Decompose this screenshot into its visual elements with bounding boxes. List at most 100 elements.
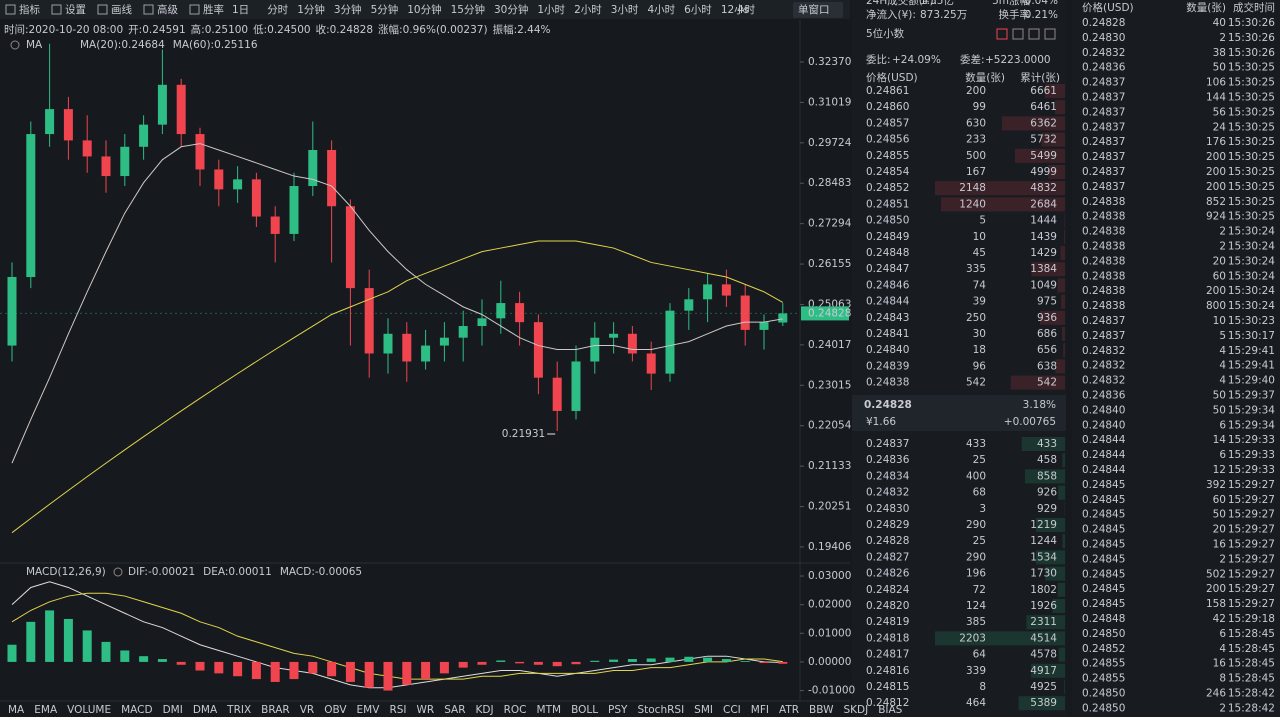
tool-button[interactable]: 画线 [111,3,132,16]
book-price[interactable]: 0.24815 [866,681,909,693]
trade-qty: 200 [1206,166,1226,178]
tool-button[interactable]: 设置 [65,4,86,16]
tool-icon[interactable] [143,4,154,15]
book-price[interactable]: 0.24844 [866,296,910,308]
interval-button[interactable]: 2小时 [574,4,602,16]
book-price[interactable]: 0.24817 [866,649,909,661]
layout-icon[interactable] [1044,28,1056,40]
window-button-bg[interactable] [793,2,843,18]
legend-settings-icon[interactable] [113,567,123,577]
book-price[interactable]: 0.24851 [866,198,909,210]
indicator-tab[interactable]: BIAS [878,704,902,716]
interval-button[interactable]: 1日 [232,4,249,16]
indicator-tab[interactable]: SKDJ [843,704,868,716]
indicator-tab[interactable]: MTM [537,704,562,716]
book-price[interactable]: 0.24841 [866,328,909,340]
book-price[interactable]: 0.24846 [866,279,910,291]
indicator-tab[interactable]: KDJ [476,704,494,716]
book-qty: 200 [966,85,986,97]
tool-button[interactable]: 指标 [19,3,40,16]
indicator-tab[interactable]: CCI [723,704,741,716]
book-price[interactable]: 0.24848 [866,247,909,259]
interval-button[interactable]: 1小时 [537,4,565,16]
indicator-tab[interactable]: BOLL [571,704,598,716]
indicator-tab[interactable]: DMA [193,704,218,716]
indicator-tab[interactable]: PSY [608,704,628,716]
book-price[interactable]: 0.24839 [866,360,909,372]
legend-settings-icon[interactable] [10,40,20,50]
layout-icon[interactable] [996,28,1008,40]
interval-button[interactable]: 分时 [267,4,288,16]
book-price[interactable]: 0.24819 [866,616,909,628]
indicator-tab[interactable]: StochRSI [637,704,684,716]
book-price[interactable]: 0.24832 [866,487,909,499]
book-price[interactable]: 0.24847 [866,263,909,275]
book-price[interactable]: 0.24830 [866,503,909,515]
book-price[interactable]: 0.24834 [866,470,910,482]
tool-button[interactable]: 胜率 [203,3,224,16]
indicator-tab[interactable]: VOLUME [67,704,111,716]
layout-icon[interactable] [1012,28,1024,40]
book-price[interactable]: 0.24843 [866,312,909,324]
book-price[interactable]: 0.24826 [866,568,910,580]
book-price[interactable]: 0.24827 [866,551,909,563]
indicator-tab[interactable]: OBV [324,704,347,716]
interval-button[interactable]: 15分钟 [451,3,485,16]
layout-icon[interactable] [1028,28,1040,40]
indicator-tab[interactable]: BRAR [261,704,290,716]
indicator-tab[interactable]: DMI [163,704,183,716]
book-price[interactable]: 0.24829 [866,519,909,531]
trade-qty: 60 [1213,494,1226,506]
window-button[interactable]: 单窗口 [798,3,830,16]
indicator-tab[interactable]: RSI [389,704,406,716]
book-price[interactable]: 0.24861 [866,85,909,97]
book-price[interactable]: 0.24820 [866,600,909,612]
indicator-tab[interactable]: MA [8,704,25,716]
book-price[interactable]: 0.24852 [866,182,909,194]
interval-button[interactable]: 3小时 [611,4,639,16]
indicator-tab[interactable]: EMA [34,704,58,716]
indicator-tab[interactable]: MFI [751,704,769,716]
book-price[interactable]: 0.24836 [866,454,910,466]
indicator-tab[interactable]: MACD [121,704,152,716]
book-price[interactable]: 0.24857 [866,117,909,129]
book-price[interactable]: 0.24854 [866,166,910,178]
indicator-tab[interactable]: WR [417,704,435,716]
book-price[interactable]: 0.24816 [866,665,910,677]
tool-icon[interactable] [97,4,108,15]
interval-button[interactable]: 30分钟 [494,3,528,16]
book-price[interactable]: 0.24850 [866,215,909,227]
precision-select[interactable]: 5位小数 [866,27,905,40]
book-price[interactable]: 0.24838 [866,377,909,389]
book-price[interactable]: 0.24837 [866,438,909,450]
indicator-tab[interactable]: TRIX [226,704,251,716]
book-price[interactable]: 0.24856 [866,134,910,146]
book-price[interactable]: 0.24828 [866,535,909,547]
interval-button[interactable]: 6小时 [684,4,712,16]
book-price[interactable]: 0.24855 [866,150,909,162]
interval-button[interactable]: 12小时 [721,4,756,16]
indicator-tab[interactable]: SMI [694,704,713,716]
tool-button[interactable]: 高级 [157,3,178,16]
book-price[interactable]: 0.24860 [866,101,909,113]
indicator-tab[interactable]: EMV [357,704,381,716]
tool-icon[interactable] [51,4,62,15]
interval-button[interactable]: 1分钟 [297,3,325,16]
indicator-tab[interactable]: BBW [809,704,834,716]
interval-button[interactable]: 10分钟 [407,3,441,16]
book-price[interactable]: 0.24840 [866,344,909,356]
interval-button[interactable]: 5分钟 [371,3,399,16]
interval-button[interactable]: 4小时 [647,4,675,16]
book-price[interactable]: 0.24818 [866,632,909,644]
book-price[interactable]: 0.24849 [866,231,909,243]
stat-label: 24H成交额(¥): [866,0,937,7]
interval-button[interactable]: 3分钟 [334,3,362,16]
tool-icon[interactable] [189,4,200,15]
book-price[interactable]: 0.24824 [866,584,910,596]
indicator-tab[interactable]: ROC [504,704,527,716]
tool-icon[interactable] [5,4,16,15]
book-price[interactable]: 0.24812 [866,697,909,709]
indicator-tab[interactable]: VR [300,704,314,716]
indicator-tab[interactable]: SAR [444,704,465,716]
indicator-tab[interactable]: ATR [779,704,799,716]
